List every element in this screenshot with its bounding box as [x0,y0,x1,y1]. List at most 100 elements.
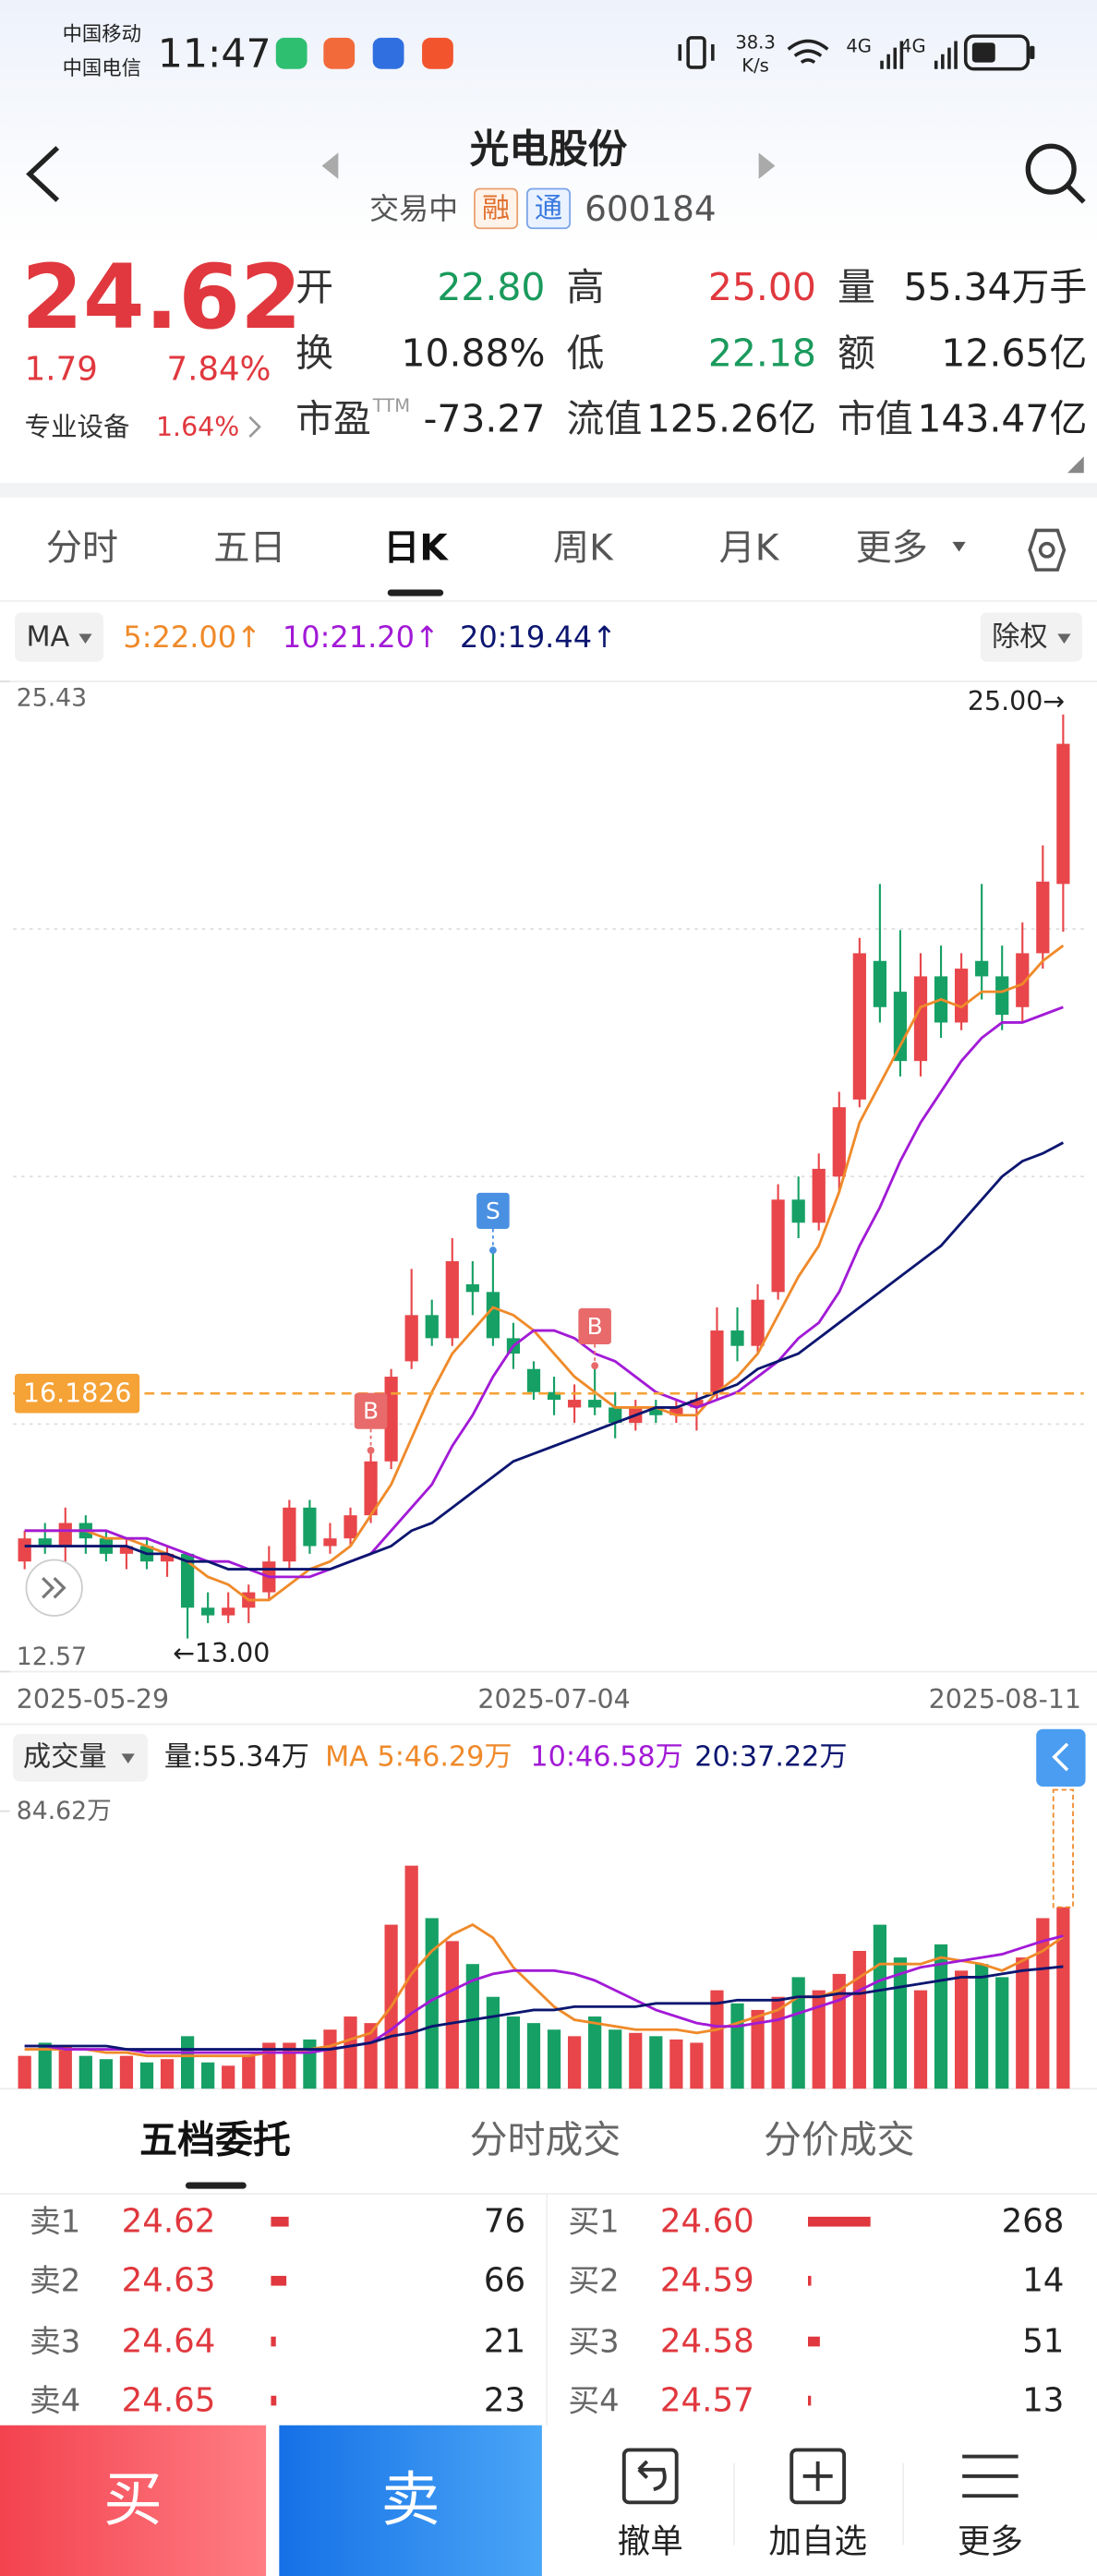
volume-selector[interactable] [13,1734,149,1782]
volume-bar [58,2046,72,2089]
back-button[interactable] [26,146,60,202]
volume-ma-line [24,1934,1064,2054]
stock-code: 600184 [585,188,717,229]
ma-selector[interactable] [15,612,104,662]
next-stock[interactable] [758,152,776,179]
volume-bar [588,2016,602,2089]
candle-body [954,969,969,1023]
ma-line [24,944,1065,1602]
tab[interactable]: 更多 [856,527,928,569]
volume-bar [99,2059,114,2089]
action-label[interactable]: 撤单 [618,2523,683,2561]
volume-bar [201,2062,215,2089]
order-tab[interactable]: 五档委托 [139,2117,291,2161]
trade-mark: S [486,1198,500,1224]
candle-body [486,1292,500,1339]
volume-bar [180,2036,195,2089]
field-value: 22.18 [708,331,816,375]
max-label: 25.00→ [968,686,1065,716]
tab[interactable]: 五日 [213,527,285,569]
volume-bar [344,2016,357,2089]
volume-bar [486,1996,500,2089]
y-tick-label: 12.57 [17,1643,87,1671]
tab[interactable]: 日K [383,527,449,569]
settings-button[interactable] [1028,528,1067,572]
ma-selector-label[interactable]: MA [26,621,69,654]
buy-label[interactable]: 买 [103,2467,163,2535]
volume-bar [710,1990,724,2089]
expand-corner[interactable] [1067,456,1084,474]
cost-label-box [15,1373,140,1414]
volume-bar [791,1977,805,2089]
candle-body [38,1538,52,1547]
candle-body [18,1538,31,1562]
tab[interactable]: 周K [553,527,614,569]
field-label: 市盈 [295,397,371,441]
order-volume-bar [807,2336,820,2347]
candle-body [465,1283,479,1293]
legend-entry: 20:19.44↑ [460,620,617,655]
buy-button[interactable] [0,2425,267,2576]
volume-bar [649,2036,663,2089]
field-label: 换 [295,331,333,375]
order-price: 24.63 [122,2262,216,2300]
cancel-icon[interactable] [621,2448,679,2505]
candle-body [588,1400,602,1408]
order-volume: 51 [1022,2323,1064,2361]
candle-body [323,1538,337,1547]
network: 4G [846,35,872,56]
trade-mark-dot [591,1362,599,1370]
action-dividers [733,2462,905,2546]
volume-bar [852,1950,866,2089]
watchlist-icon[interactable] [790,2448,847,2505]
y-tick-label: 84.62万 [17,1797,112,1825]
clock: 11:47 [158,31,271,78]
prev-stock[interactable] [321,152,339,179]
adjust-label[interactable]: 除权 [992,621,1047,654]
action-label[interactable]: 更多 [958,2523,1023,2561]
order-tab[interactable]: 分时成交 [470,2117,621,2161]
order-price: 24.62 [122,2203,216,2241]
volume-bar [323,2029,337,2089]
volume-selector-label[interactable]: 成交量 [23,1740,107,1773]
volume-bar [975,1964,989,2089]
trade-status: 交易中 [369,191,458,226]
sell-label[interactable]: 卖 [381,2467,440,2535]
field-label: 市值 [838,397,913,441]
volume-bar [1016,1957,1030,2089]
order-volume-bar [271,2216,289,2227]
order-level: 卖4 [30,2383,80,2419]
candle-body [344,1515,357,1539]
candle-body [730,1330,744,1346]
field-label: 开 [295,265,333,309]
field-value: 22.80 [437,265,545,309]
more-icon[interactable] [962,2454,1019,2498]
adjust-selector[interactable] [980,612,1082,662]
legend-entry: 5:22.00↑ [123,620,261,655]
carrier: 中国电信 [63,57,141,80]
trade-mark-box [354,1392,388,1429]
sell-button[interactable] [279,2425,542,2576]
order-tab[interactable]: 分价成交 [764,2117,915,2161]
order-price: 24.64 [122,2323,216,2361]
volume-bar [690,2042,704,2089]
candle-body [609,1407,622,1424]
volume-bar [873,1924,887,2089]
tab[interactable]: 分时 [46,527,118,569]
order-volume: 66 [484,2262,525,2300]
action-label[interactable]: 加自选 [768,2523,867,2561]
badge: 融 [482,192,510,224]
volume-bar [242,2055,256,2089]
search-button[interactable] [1025,143,1086,204]
tab[interactable]: 月K [719,527,780,569]
net-speed-unit: K/s [741,55,769,77]
order-volume: 13 [1022,2382,1064,2420]
collapse-button[interactable] [1036,1728,1086,1787]
order-level: 买2 [568,2263,619,2299]
sector-arrow[interactable] [248,415,261,439]
y-tick-label: 25.43 [17,683,87,712]
volume-bar [445,1941,459,2089]
candle-body [832,1107,846,1177]
order-price: 24.59 [660,2262,754,2300]
order-price: 24.60 [660,2203,754,2241]
